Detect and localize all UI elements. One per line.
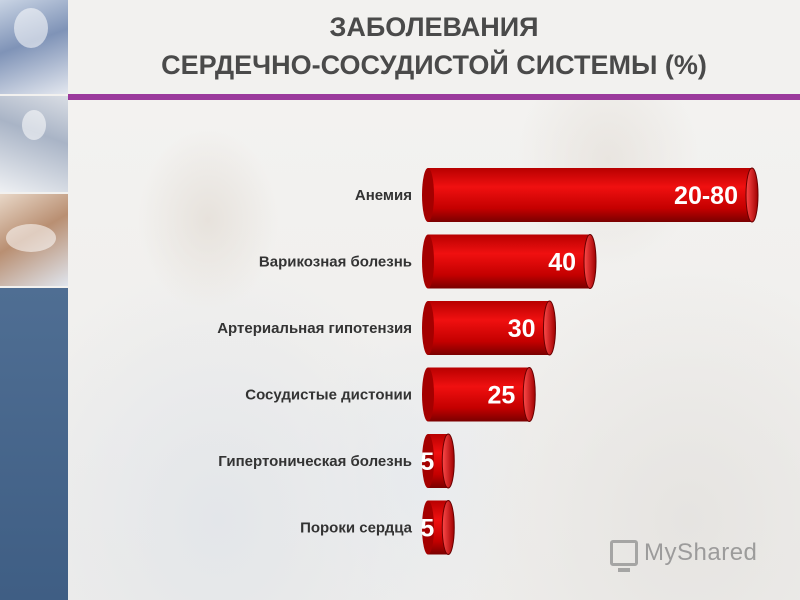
bar-end-cap (441, 500, 455, 555)
bar (428, 301, 550, 355)
bar-end-cap (522, 367, 536, 422)
title-divider (68, 94, 800, 100)
blood-pressure-photo (0, 194, 68, 286)
bar-left-cap (422, 434, 434, 488)
bar-left-cap (422, 500, 434, 555)
value-label: 25 (487, 382, 515, 410)
bar-left-cap (422, 234, 434, 289)
bar (428, 168, 752, 222)
category-label: Варикозная болезнь (259, 254, 412, 271)
bar-end-cap (441, 433, 455, 489)
category-label: Анемия (355, 187, 412, 204)
title-line-2: СЕРДЕЧНО-СОСУДИСТОЙ СИСТЕМЫ (%) (161, 50, 707, 80)
bar (428, 234, 590, 289)
bar-left-cap (422, 301, 434, 355)
value-label: 5 (420, 448, 434, 476)
left-blue-panel (0, 288, 68, 600)
category-label: Гипертоническая болезнь (218, 453, 412, 470)
category-label: Артериальная гипотензия (217, 320, 412, 337)
watermark: MyShared (610, 536, 758, 572)
title-line-1: ЗАБОЛЕВАНИЯ (329, 12, 539, 42)
category-label: Пороки сердца (300, 520, 413, 537)
category-label: Сосудистые дистонии (245, 387, 412, 404)
value-label: 20-80 (674, 182, 738, 210)
presentation-screen-icon (610, 540, 638, 572)
doctor-photo (0, 0, 68, 94)
bar (428, 367, 530, 422)
slide-title: ЗАБОЛЕВАНИЯ СЕРДЕЧНО-СОСУДИСТОЙ СИСТЕМЫ … (68, 8, 800, 84)
bar-end-cap (745, 167, 759, 223)
value-label: 5 (420, 515, 434, 543)
bar-end-cap (543, 300, 556, 356)
bar-left-cap (422, 367, 434, 422)
bar-end-cap (583, 234, 597, 289)
bar-left-cap (422, 168, 434, 222)
watermark-text: MyShared (644, 539, 758, 566)
nurse-photo (0, 96, 68, 192)
left-photo-strip (0, 0, 68, 600)
value-label: 40 (548, 249, 576, 277)
value-label: 30 (508, 315, 536, 343)
